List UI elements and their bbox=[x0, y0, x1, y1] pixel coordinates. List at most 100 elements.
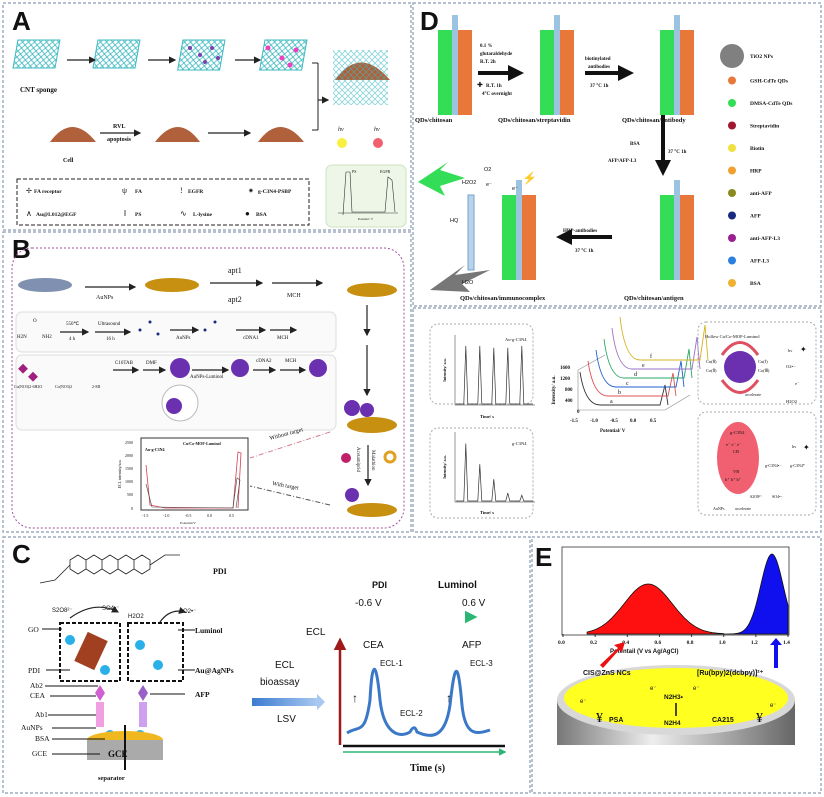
panel-d-border bbox=[412, 2, 822, 307]
mch-label-3: MCH bbox=[285, 359, 297, 364]
y-tick-label: 1000 bbox=[125, 479, 133, 484]
legend-swatch bbox=[728, 144, 736, 152]
panel-e-xlabel: Potentail (V vs Ag/AgCl) bbox=[610, 649, 678, 655]
aunps-label: AuNPs bbox=[96, 295, 114, 301]
x-tick-label: -1.0 bbox=[590, 419, 598, 424]
gce-electrode-label: GCE bbox=[108, 749, 128, 759]
stage-streptavidin: QDs/chitosan/streptavidin bbox=[498, 117, 571, 124]
panel-b-ecl-plot: Au-g-C3N4 Cu/Co-MOF-Luminol ECL intensit… bbox=[117, 437, 249, 525]
svg-text:Ab1: Ab1 bbox=[35, 710, 48, 719]
svg-text:hν: hν bbox=[792, 444, 796, 449]
svg-text:GCE: GCE bbox=[32, 749, 47, 758]
luminol-top-label: Luminol bbox=[438, 580, 477, 591]
y-tick-label: 0 bbox=[577, 410, 580, 415]
inset-bottom-label: g-C3N4 bbox=[512, 441, 527, 446]
panel-c-border bbox=[2, 536, 531, 794]
pdi-potential: -0.6 V bbox=[355, 598, 382, 609]
bare-electrode bbox=[18, 278, 72, 292]
go-sheet-right bbox=[127, 622, 184, 682]
antibody-icon: ¥ bbox=[596, 711, 603, 726]
psbp-icon: ✷ bbox=[248, 187, 254, 195]
legend-swatch bbox=[720, 44, 744, 68]
panel-a-legend-items: ✢ FA receptor ψ FA ! EGFR ✷ g-C3N4-PSBP … bbox=[26, 186, 292, 218]
stage-antigen: QDs/chitosan/antigen bbox=[624, 295, 684, 302]
legend-swatch bbox=[728, 99, 736, 107]
series-right-label: Cu/Co-MOF-Luminol bbox=[183, 441, 222, 446]
svg-text:e⁻: e⁻ bbox=[795, 381, 800, 386]
time16-label: 16 h bbox=[106, 337, 115, 342]
ecl3-label: ECL-3 bbox=[470, 659, 493, 668]
mechanism-bottom: g-C3N4 e⁻ e⁻ e⁻ CB VB h⁺ h⁺ h⁺ g-C3N4•− g-C… bbox=[697, 411, 817, 516]
ecl-plot-ylabel: ECL intensity/a.u. bbox=[117, 459, 122, 488]
inset-au-g-c3n4: Au-g-C3N4 Time/ s Intensity/ a.u. bbox=[429, 323, 535, 419]
curve-label: f bbox=[650, 353, 652, 360]
y-tick-label: 2500 bbox=[125, 440, 133, 445]
legend-swatch bbox=[728, 76, 736, 85]
panel-c-left-labels: GO PDI Ab2 CEA Ab1 AuNPs BSA GCE bbox=[21, 625, 105, 758]
ecl1-label: ECL-1 bbox=[380, 659, 403, 668]
svg-text:CEA: CEA bbox=[30, 691, 46, 700]
x-tick-label: -1.0 bbox=[163, 513, 169, 518]
svg-text:PS: PS bbox=[135, 212, 141, 218]
inset-ps: PS bbox=[352, 169, 356, 174]
luminol-potential: 0.6 V bbox=[462, 598, 486, 609]
curve-e bbox=[611, 327, 701, 370]
svg-text:g-C3N4-PSBP: g-C3N4-PSBP bbox=[258, 189, 292, 195]
svg-text:O2•−: O2•− bbox=[786, 364, 796, 369]
malathion-label: Malathion bbox=[370, 450, 375, 471]
inset-g-c3n4: g-C3N4 Time/ s Intensity/ a.u. bbox=[429, 427, 535, 519]
legend-label: BSA bbox=[750, 281, 761, 287]
svg-text:Co(Ⅱ): Co(Ⅱ) bbox=[706, 368, 717, 373]
panel-a-legend bbox=[16, 178, 310, 226]
y-tick-label: 800 bbox=[565, 388, 573, 393]
legend-label: anti-AFP-L3 bbox=[750, 236, 780, 242]
legend-label: GSH-CdTe QDs bbox=[750, 79, 788, 85]
panel-b-label: B bbox=[12, 234, 31, 264]
x-tick-label: 1.0 bbox=[719, 640, 726, 646]
emission-star-icon: ✦ bbox=[800, 345, 807, 354]
cdna1-label: cDNA1 bbox=[243, 336, 259, 341]
s2o8-label: S2O8²⁻ bbox=[52, 608, 73, 614]
x-tick-label: -1.5 bbox=[142, 513, 148, 518]
x-tick-label: 0.4 bbox=[622, 640, 629, 646]
y-tick-label: 500 bbox=[127, 492, 133, 497]
pdi-block bbox=[74, 631, 108, 671]
g-c3n4-route bbox=[15, 311, 337, 353]
inset-bottom-ylabel: Intensity/ a.u. bbox=[442, 455, 447, 478]
o2-label: O2•⁻ bbox=[183, 609, 196, 615]
electrode-surface bbox=[564, 668, 788, 728]
acetamiprid-label: Acetamiprid bbox=[355, 447, 360, 472]
aunps-label-2: AuNPs bbox=[176, 336, 191, 341]
step3-line: AFP/AFP-L3 bbox=[608, 159, 637, 164]
step3-line: 37 °C 1h bbox=[668, 150, 687, 155]
y-tick-label: 2000 bbox=[125, 453, 133, 458]
panel-a-label: A bbox=[12, 6, 31, 36]
up-arrow-icon: ↑ bbox=[446, 691, 452, 705]
svg-text:Ab2: Ab2 bbox=[30, 681, 43, 690]
pdi-top-label: PDI bbox=[372, 580, 387, 590]
red-arrow bbox=[600, 642, 625, 668]
stage-qds-chitosan: QDs/chitosan bbox=[415, 117, 453, 124]
x-tick-label: 0.0 bbox=[207, 513, 212, 518]
svg-text:EGFR: EGFR bbox=[188, 189, 204, 195]
time4-label: 4 h bbox=[69, 337, 76, 342]
curve-label: d bbox=[634, 372, 637, 378]
curve-label: e bbox=[642, 363, 645, 369]
svg-text:accelerate: accelerate bbox=[735, 506, 751, 511]
step4-line: 37 °C 1h bbox=[575, 249, 594, 254]
panel-c-label: C bbox=[12, 539, 31, 569]
inset-top-ylabel: Intensity/ a.u. bbox=[442, 358, 447, 381]
hq-arrow bbox=[467, 194, 475, 271]
y-tick-label: 0 bbox=[131, 506, 133, 511]
legend-swatch bbox=[728, 121, 736, 130]
hv-right: hν bbox=[374, 127, 380, 133]
legend-label: AFP bbox=[750, 214, 761, 220]
x-tick-label: -0.5 bbox=[185, 513, 191, 518]
mch-label-2: MCH bbox=[277, 336, 289, 341]
y-tick-label: 1600 bbox=[560, 366, 571, 371]
aunps-luminol-label: AuNPs-Luminol bbox=[190, 375, 224, 380]
svg-text:Co(Ⅲ): Co(Ⅲ) bbox=[758, 368, 770, 373]
svg-text:g-C3N4•−: g-C3N4•− bbox=[765, 463, 782, 468]
inset-bottom-xlabel: Time/ s bbox=[480, 510, 494, 515]
x-tick-label: 0.5 bbox=[229, 513, 234, 518]
